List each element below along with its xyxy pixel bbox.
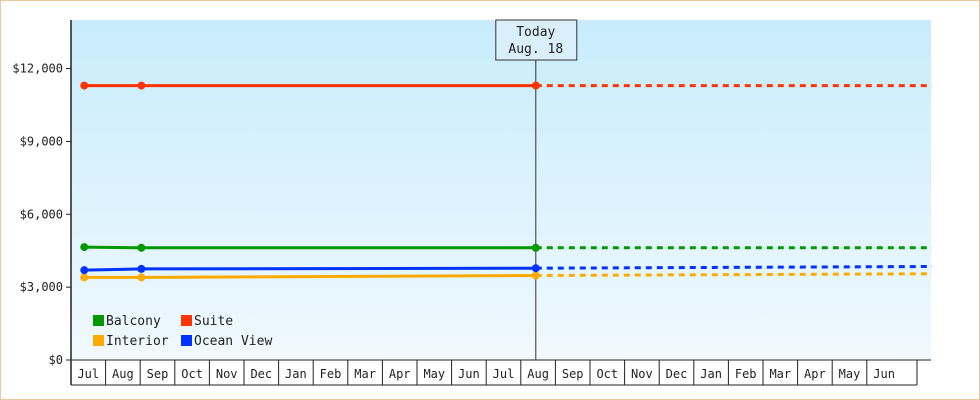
data-point-balcony — [137, 243, 146, 252]
x-tick-label: Dec — [666, 367, 688, 381]
y-tick-label: $0 — [49, 353, 63, 367]
data-point-interior — [137, 273, 146, 282]
x-axis: Jul Aug Sep Oct Nov Dec Jan Feb Mar Apr May Jun Jul A… — [70, 359, 931, 386]
x-tick-label: May — [839, 367, 861, 381]
x-tick-label: May — [423, 367, 445, 381]
x-tick-label: Sep — [562, 367, 584, 381]
x-tick-label: Apr — [804, 367, 826, 381]
today-box — [495, 19, 578, 61]
x-tick-label: Aug — [112, 367, 134, 381]
data-point-interior — [80, 273, 89, 282]
x-tick-label: Feb — [320, 367, 342, 381]
today-date: Aug. 18 — [508, 42, 563, 57]
legend-swatch — [93, 315, 104, 326]
x-tick-label: Nov — [631, 367, 653, 381]
data-point-balcony — [531, 243, 540, 252]
x-tick-label: Jul — [77, 367, 99, 381]
x-tick-label: Jan — [285, 367, 307, 381]
x-tick-label: Mar — [354, 367, 376, 381]
data-point-interior — [531, 271, 540, 280]
x-tick-label: Jan — [700, 367, 722, 381]
plot-area — [71, 20, 931, 360]
today-label: Today — [516, 25, 555, 40]
legend-label: Balcony — [106, 314, 161, 329]
series-forecast-interior — [535, 272, 932, 277]
x-tick-label: Nov — [216, 367, 238, 381]
x-tick-label: Feb — [735, 367, 757, 381]
y-axis: $0 $3,000 $6,000 $9,000 $12,000 — [12, 20, 72, 385]
x-tick-label: Sep — [147, 367, 169, 381]
y-tick-label: $6,000 — [20, 207, 63, 221]
legend: Balcony Suite Interior Ocean View — [93, 314, 272, 349]
today-marker: Today Aug. 18 — [495, 19, 578, 360]
data-point-balcony — [80, 243, 89, 252]
x-tick-label: Oct — [596, 367, 618, 381]
x-tick-label: Aug — [527, 367, 549, 381]
x-tick-label: Dec — [250, 367, 272, 381]
legend-label: Suite — [194, 314, 233, 329]
x-tick-label: Mar — [769, 367, 791, 381]
x-tick-label: Jun — [873, 367, 895, 381]
x-tick-label: Jun — [458, 367, 480, 381]
data-point-suite — [137, 81, 146, 90]
x-tick-label: Apr — [389, 367, 411, 381]
legend-swatch — [181, 335, 192, 346]
data-point-suite — [80, 81, 89, 90]
series-layer — [80, 81, 932, 282]
series-line-balcony — [84, 245, 536, 250]
series-forecast-ocean-view — [535, 265, 932, 270]
data-point-ocean-view — [137, 264, 146, 273]
data-point-ocean-view — [531, 264, 540, 273]
legend-label: Interior — [106, 334, 169, 349]
legend-swatch — [181, 315, 192, 326]
x-tick-label: Jul — [493, 367, 515, 381]
legend-swatch — [93, 335, 104, 346]
legend-label: Ocean View — [194, 334, 272, 349]
x-tick-label: Oct — [181, 367, 203, 381]
y-tick-label: $9,000 — [20, 134, 63, 148]
data-point-ocean-view — [80, 266, 89, 275]
y-tick-label: $3,000 — [20, 280, 63, 294]
data-point-suite — [531, 81, 540, 90]
y-tick-label: $12,000 — [12, 62, 63, 76]
